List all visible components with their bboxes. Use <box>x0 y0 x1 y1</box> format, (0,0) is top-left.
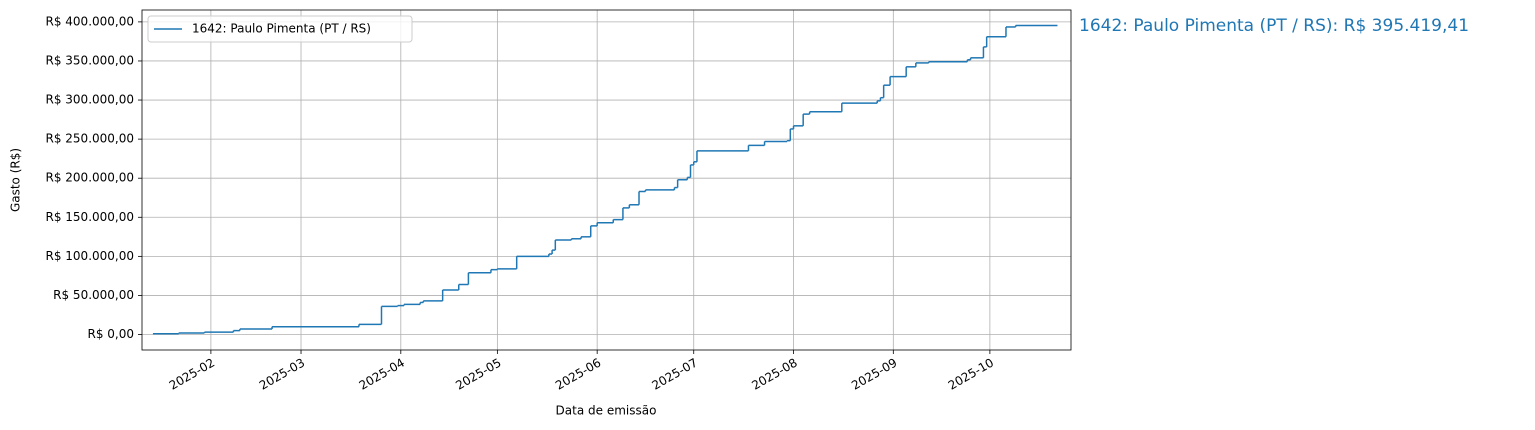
x-tick-label: 2025-03 <box>257 356 307 393</box>
plot-frame <box>141 9 1072 351</box>
y-tick-label: R$ 100.000,00 <box>46 249 135 263</box>
y-axis-label: Gasto (R$) <box>9 148 23 212</box>
legend-label: 1642: Paulo Pimenta (PT / RS) <box>192 22 371 36</box>
legend: 1642: Paulo Pimenta (PT / RS) <box>147 15 413 43</box>
y-tick-label: R$ 400.000,00 <box>46 14 135 28</box>
x-tick-label: 2025-10 <box>946 356 996 393</box>
y-tick-label: R$ 0,00 <box>87 327 134 341</box>
y-tick-label: R$ 250.000,00 <box>46 132 135 146</box>
y-tick-label: R$ 300.000,00 <box>46 93 135 107</box>
x-tick-label: 2025-07 <box>650 356 700 393</box>
x-tick-label: 2025-02 <box>167 356 217 393</box>
x-axis-label: Data de emissão <box>556 404 657 418</box>
x-tick-label: 2025-04 <box>357 356 407 393</box>
x-tick-label: 2025-06 <box>553 356 603 393</box>
legend-box <box>147 15 413 43</box>
y-tick-label: R$ 150.000,00 <box>46 210 135 224</box>
x-tick-label: 2025-05 <box>453 356 503 393</box>
annotation: 1642: Paulo Pimenta (PT / RS): R$ 395.41… <box>1079 16 1469 36</box>
y-tick-label: R$ 350.000,00 <box>46 53 135 67</box>
y-tick-label: R$ 200.000,00 <box>46 171 135 185</box>
x-tick-label: 2025-09 <box>849 356 899 393</box>
x-tick-label: 2025-08 <box>749 356 799 393</box>
y-tick-label: R$ 50.000,00 <box>53 288 134 302</box>
